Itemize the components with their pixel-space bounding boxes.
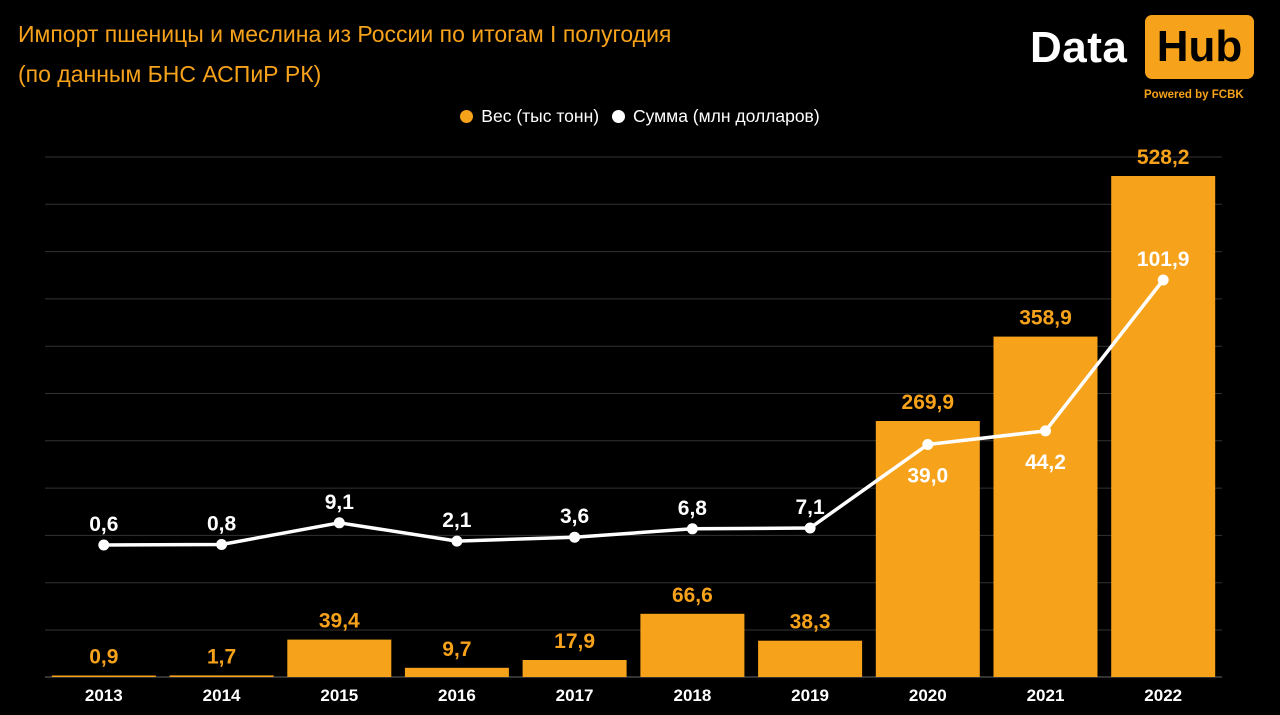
legend-dot-orange-icon (460, 110, 474, 123)
logo-tagline: Powered by FCBK (1144, 89, 1244, 101)
x-tick-label: 2015 (320, 686, 358, 705)
bar-label-2019: 38,3 (790, 611, 831, 634)
x-tick-label: 2017 (556, 686, 594, 705)
point-sum-2019 (804, 522, 816, 534)
logo-word: Data (1030, 23, 1128, 72)
point-sum-2022 (1157, 274, 1169, 286)
legend-label-weight: Вес (тыс тонн) (481, 106, 600, 126)
bar-label-2021: 358,9 (1019, 307, 1072, 330)
x-tick-label: 2021 (1027, 686, 1065, 705)
point-sum-2015 (333, 517, 345, 529)
bar-label-2020: 269,9 (902, 391, 955, 414)
point-sum-2021 (1040, 425, 1051, 437)
chart-title: Импорт пшеницы и меслина из России по ит… (18, 14, 671, 94)
legend-label-sum: Сумма (млн долларов) (632, 106, 820, 126)
datahub-logo: Data Hub Powered by FCBK (1030, 15, 1260, 110)
legend-dot-white-icon (611, 110, 625, 123)
bar-2017 (522, 660, 627, 677)
line-sum (103, 278, 1165, 547)
bar-2016 (404, 667, 509, 677)
line-label-2022: 101,9 (1137, 248, 1190, 271)
x-tick-label: 2016 (438, 686, 476, 705)
x-tick-label: 2019 (791, 686, 829, 705)
point-sum-2018 (686, 523, 698, 535)
bar-label-2013: 0,9 (89, 646, 118, 669)
x-tick-label: 2022 (1144, 686, 1182, 705)
line-label-2015: 9,1 (325, 491, 355, 514)
line-label-2019: 7,1 (795, 496, 825, 519)
bar-2018 (640, 613, 745, 677)
bar-2015 (287, 639, 392, 677)
bar-2019 (758, 640, 863, 677)
point-sum-2020 (922, 439, 934, 450)
bar-label-2014: 1,7 (207, 645, 236, 668)
bar-label-2016: 9,7 (442, 638, 471, 661)
bar-label-2017: 17,9 (554, 630, 595, 653)
point-sum-2013 (98, 539, 110, 551)
line-label-2016: 2,1 (442, 509, 472, 532)
x-tick-label: 2018 (673, 686, 711, 705)
line-label-2017: 3,6 (560, 505, 589, 528)
bar-label-2015: 39,4 (319, 610, 360, 633)
bar-2020 (875, 421, 980, 677)
legend-item-sum: Сумма (млн долларов) (611, 106, 820, 127)
x-tick-label: 2013 (85, 686, 123, 705)
chart-legend: Вес (тыс тонн) Сумма (млн долларов) (0, 106, 1280, 127)
chart-title-line2: (по данным БНС АСПиР РК) (18, 61, 322, 87)
point-sum-2016 (451, 535, 463, 547)
logo-badge: Hub (1145, 15, 1254, 79)
chart-title-line1: Импорт пшеницы и меслина из России по ит… (18, 21, 672, 47)
point-sum-2014 (216, 539, 228, 550)
legend-item-weight: Вес (тыс тонн) (460, 106, 599, 127)
line-label-2020: 39,0 (907, 465, 948, 488)
bar-label-2018: 66,6 (672, 584, 713, 607)
bar-2014 (169, 675, 274, 677)
point-sum-2017 (569, 531, 581, 543)
x-tick-label: 2014 (203, 686, 241, 705)
line-label-2013: 0,6 (89, 513, 118, 536)
line-label-2014: 0,8 (207, 513, 237, 536)
x-tick-label: 2020 (909, 686, 947, 705)
bar-2021 (993, 336, 1098, 677)
line-label-2018: 6,8 (678, 497, 708, 520)
bar-2022 (1111, 176, 1216, 677)
line-label-2021: 44,2 (1025, 451, 1066, 474)
bar-2013 (51, 675, 156, 677)
bar-label-2022: 528,2 (1137, 146, 1190, 169)
